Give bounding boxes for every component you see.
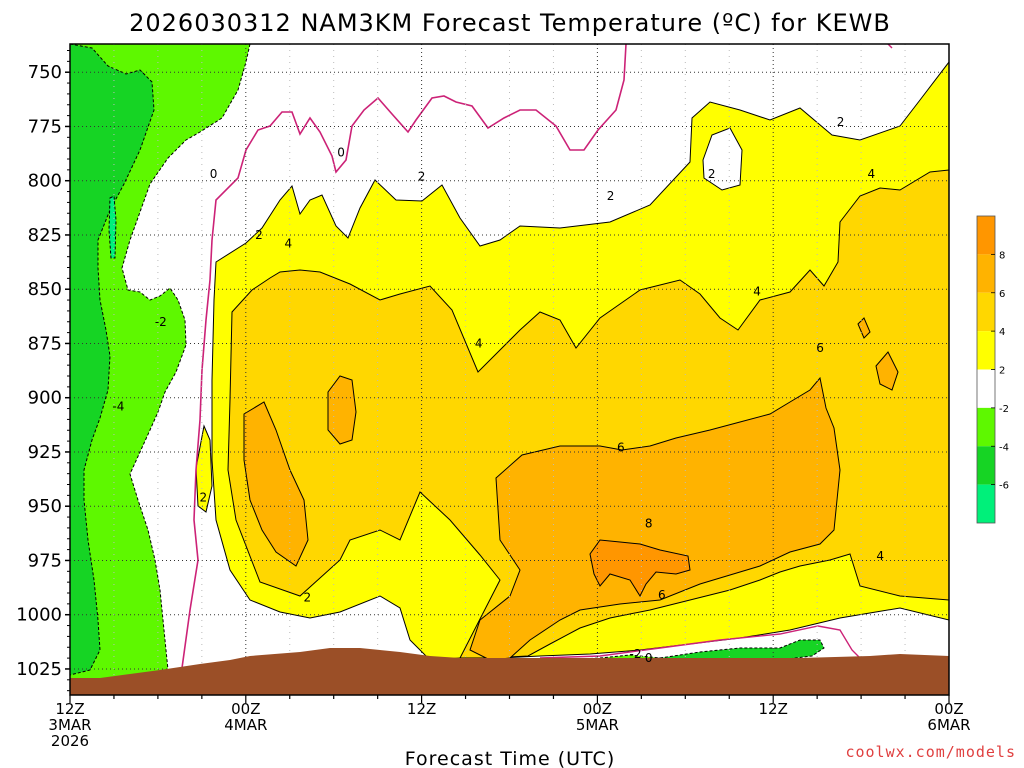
y-tick-label: 775 [28, 116, 62, 137]
band-minus4-minus6 [70, 44, 155, 676]
y-tick-label: 825 [28, 225, 62, 246]
contour-label: 2 [199, 491, 207, 505]
grid-lines [70, 44, 949, 695]
y-axis: 750 775 800 825 850 875 900 925 950 975 1000 1025 [16, 50, 70, 692]
credit-text: coolwx.com/models [845, 743, 1016, 761]
colorbar-label: 4 [999, 327, 1005, 338]
x-tick-label: 00Z [583, 700, 612, 718]
colorbar-swatch [977, 292, 995, 332]
contour-label: 2 [418, 169, 426, 183]
y-tick-label: 900 [28, 388, 62, 409]
isotherm-zero [181, 44, 627, 669]
contour-label: 0 [210, 167, 218, 181]
contour-label: 8 [645, 517, 653, 531]
band-6-8-blob-2 [857, 317, 871, 339]
colorbar-swatch [977, 484, 995, 523]
x-axis-label: Forecast Time (UTC) [405, 748, 615, 768]
x-tick-label: 2026 [51, 732, 89, 750]
x-tick-label: 4MAR [224, 716, 267, 734]
band-6-8-early [243, 401, 309, 567]
contour-label: 6 [617, 441, 625, 455]
contour-label: 2 [837, 115, 845, 129]
colorbar: 8 6 4 2 -2 -4 -6 [976, 215, 1009, 524]
x-tick-label: 12Z [407, 700, 436, 718]
y-tick-label: 950 [28, 496, 62, 517]
y-tick-label: 800 [28, 171, 62, 192]
contour-label: 4 [475, 336, 483, 350]
contour-label: 6 [816, 341, 824, 355]
y-tick-label: 875 [28, 333, 62, 354]
y-tick-label: 925 [28, 442, 62, 463]
colorbar-swatch [977, 216, 995, 255]
colorbar-swatch [977, 331, 995, 370]
contour-label: -4 [112, 399, 124, 413]
isotherm-zero-surface [539, 625, 861, 659]
terrain-ground [70, 648, 949, 695]
colorbar-swatch [977, 446, 995, 485]
colorbar-label: -2 [999, 404, 1009, 415]
contour-label: 4 [284, 237, 292, 251]
colorbar-swatch [977, 254, 995, 293]
colorbar-label: -6 [999, 481, 1009, 492]
band-6-8-blob [327, 375, 357, 445]
y-tick-label: 1000 [16, 605, 62, 626]
plot-area [70, 44, 949, 695]
y-tick-label: 850 [28, 279, 62, 300]
band-6-8 [469, 376, 841, 661]
contour-label: -2 [630, 647, 642, 661]
contour-label: 6 [658, 588, 666, 602]
contour-label: 4 [753, 284, 761, 298]
x-tick-label: 3MAR [48, 716, 91, 734]
chart-title: 2026030312 NAM3KM Forecast Temperature (… [129, 9, 891, 37]
contour-label: 2 [304, 590, 312, 604]
band-8-plus [589, 539, 691, 598]
x-tick-label: 5MAR [576, 716, 619, 734]
colorbar-label: 6 [999, 289, 1005, 300]
contour-label: 0 [645, 651, 653, 665]
contour-label: 2 [708, 167, 716, 181]
colorbar-swatch [977, 369, 995, 408]
contour-label: 0 [337, 146, 345, 160]
contour-label: 2 [607, 189, 615, 203]
x-tick-label: 12Z [759, 700, 788, 718]
colorbar-label: -4 [999, 442, 1009, 453]
band-6-8-blob-3 [875, 351, 899, 391]
contour-label: -2 [155, 315, 167, 329]
colorbar-label: 8 [999, 250, 1005, 261]
band-minus2-minus4 [70, 44, 251, 691]
x-tick-label: 00Z [231, 700, 260, 718]
y-tick-label: 750 [28, 62, 62, 83]
x-tick-label: 00Z [934, 700, 963, 718]
x-tick-label: 12Z [55, 700, 84, 718]
colorbar-swatch [977, 407, 995, 447]
contour-label: 4 [876, 549, 884, 563]
y-tick-label: 975 [28, 550, 62, 571]
contour-label: 4 [868, 167, 876, 181]
warm-hole-2 [702, 127, 743, 191]
x-tick-label: 6MAR [927, 716, 970, 734]
y-tick-label: 1025 [16, 659, 62, 680]
colorbar-label: 2 [999, 366, 1005, 377]
contour-label: 2 [255, 228, 263, 242]
